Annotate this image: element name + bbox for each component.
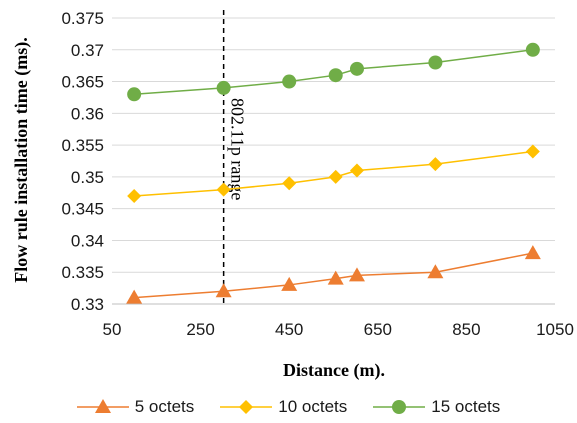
y-tick-label: 0.375	[61, 9, 104, 28]
y-tick-label: 0.36	[71, 104, 104, 123]
y-tick-label: 0.37	[71, 41, 104, 60]
data-point	[327, 270, 344, 285]
legend: 5 octets 10 octets 15 octets	[0, 394, 577, 420]
y-tick-label: 0.34	[71, 231, 104, 250]
data-point	[349, 163, 364, 178]
x-tick-label: 1050	[536, 320, 574, 339]
data-point	[216, 182, 231, 197]
data-point	[328, 68, 343, 83]
y-tick-label: 0.335	[61, 263, 104, 282]
data-point	[427, 264, 444, 279]
legend-item: 15 octets	[373, 397, 500, 417]
data-point	[282, 74, 297, 89]
data-point	[328, 169, 343, 184]
x-tick-label: 850	[452, 320, 480, 339]
data-point	[216, 80, 231, 95]
legend-label: 5 octets	[134, 397, 195, 416]
x-tick-label: 650	[364, 320, 392, 339]
data-point	[348, 267, 365, 282]
y-tick-label: 0.35	[71, 168, 104, 187]
y-axis-title: Flow rule installation time (ms).	[11, 37, 32, 282]
data-point	[127, 87, 142, 102]
y-tick-label: 0.365	[61, 73, 104, 92]
data-point	[428, 157, 443, 172]
x-tick-label: 450	[275, 320, 303, 339]
legend-marker-icon	[76, 399, 129, 413]
data-point	[127, 188, 142, 203]
data-point	[525, 42, 540, 57]
gridlines	[112, 17, 555, 273]
range-label: 802.11p range	[228, 98, 248, 200]
legend-marker	[94, 399, 111, 413]
data-point	[215, 283, 232, 298]
y-tick-label: 0.345	[61, 200, 104, 219]
x-tick-label: 250	[186, 320, 214, 339]
data-point	[428, 55, 443, 70]
data-point	[525, 144, 540, 159]
y-tick-label: 0.355	[61, 136, 104, 155]
y-tick-labels: 0.33 0.335 0.34 0.345 0.35 0.355 0.36 0.365 0.37…	[61, 9, 104, 314]
y-tick-label: 0.33	[71, 295, 104, 314]
data-point	[282, 176, 297, 191]
data-point	[126, 289, 143, 304]
data-point	[281, 276, 298, 291]
legend-marker	[239, 400, 254, 414]
legend-label: 15 octets	[431, 397, 501, 416]
legend-marker	[392, 400, 407, 414]
legend-item: 10 octets	[220, 397, 347, 417]
series-layer	[126, 42, 541, 304]
data-point	[524, 245, 541, 260]
x-tick-labels: 50 250 450 650 850 1050	[103, 320, 574, 339]
range-annotation: 802.11p range	[222, 10, 248, 304]
data-point	[349, 61, 364, 76]
legend-label: 10 octets	[278, 397, 348, 416]
legend-marker-icon	[373, 400, 426, 414]
x-axis-title: Distance (m).	[283, 360, 385, 381]
x-tick-label: 50	[103, 320, 122, 339]
legend-item: 5 octets	[76, 397, 195, 417]
legend-marker-icon	[220, 400, 273, 414]
